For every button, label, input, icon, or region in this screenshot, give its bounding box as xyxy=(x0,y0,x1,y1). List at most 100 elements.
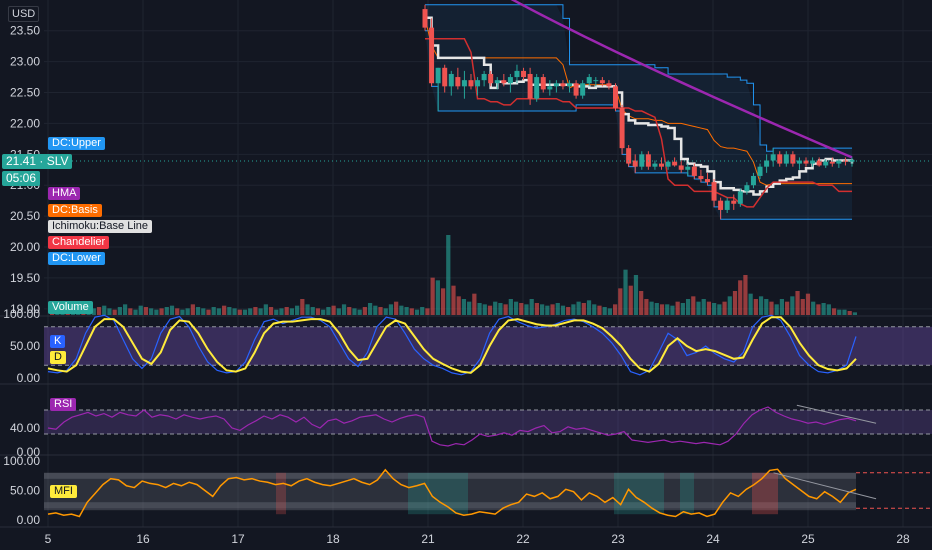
candle-body xyxy=(632,160,638,167)
x-tick-label: 16 xyxy=(136,532,150,546)
volume-bar xyxy=(748,293,753,315)
volume-bar xyxy=(404,307,409,315)
mfi-band xyxy=(44,472,856,509)
volume-bar xyxy=(743,275,748,315)
legend-hma[interactable]: HMA xyxy=(48,187,81,200)
volume-bar xyxy=(263,304,268,315)
candle-body xyxy=(461,80,467,87)
candle-body xyxy=(527,73,533,99)
volume-bar xyxy=(383,308,388,315)
volume-bar xyxy=(785,301,790,315)
volume-bar xyxy=(738,280,743,315)
volume-bar xyxy=(331,305,336,315)
volume-bar xyxy=(237,309,242,315)
volume-bar xyxy=(326,307,331,315)
volume-bar xyxy=(420,307,425,315)
legend-dc-upper[interactable]: DC:Upper xyxy=(48,137,105,150)
volume-bar xyxy=(607,308,612,315)
volume-bar xyxy=(216,308,222,315)
mfi-trendline xyxy=(773,472,877,500)
volume-bar xyxy=(284,307,289,315)
volume-bar xyxy=(722,301,727,315)
candle-body xyxy=(829,161,835,164)
volume-bar xyxy=(461,299,467,315)
legend-d[interactable]: D xyxy=(50,351,66,364)
volume-bar xyxy=(529,299,534,315)
x-tick-label: 28 xyxy=(896,532,910,546)
legend-chandelier[interactable]: Chandelier xyxy=(48,236,110,249)
legend-dc-lower[interactable]: DC:Lower xyxy=(48,252,105,265)
legend-k[interactable]: K xyxy=(50,335,66,348)
volume-bar xyxy=(295,305,300,315)
volume-bar xyxy=(795,291,800,315)
candle-body xyxy=(796,160,802,164)
x-tick-label: 25 xyxy=(801,532,815,546)
volume-bar xyxy=(305,304,310,315)
volume-bar xyxy=(175,308,180,315)
volume-bar xyxy=(352,308,357,315)
candle-body xyxy=(619,107,625,149)
candle-body xyxy=(783,154,789,164)
volume-bar xyxy=(321,309,326,315)
volume-bar xyxy=(753,299,758,315)
volume-bar xyxy=(394,301,399,315)
volume-bar xyxy=(373,305,378,315)
x-tick-label: 24 xyxy=(706,532,720,546)
x-tick-label: 18 xyxy=(326,532,340,546)
stoch-band xyxy=(44,326,932,366)
volume-bar xyxy=(242,309,248,315)
volume-bar xyxy=(555,303,560,315)
x-tick-label: 17 xyxy=(231,532,245,546)
volume-bar xyxy=(435,280,440,315)
legend-rsi[interactable]: RSI xyxy=(50,398,77,411)
volume-bar xyxy=(138,305,143,315)
price-tick-label: 23.00 xyxy=(10,55,40,69)
volume-bar xyxy=(816,304,821,315)
volume-bar xyxy=(758,296,764,315)
candle-body xyxy=(435,67,441,84)
volume-bar xyxy=(821,303,826,315)
volume-bar xyxy=(315,308,321,315)
volume-bar xyxy=(623,269,628,315)
volume-bar xyxy=(367,303,373,315)
candle-body xyxy=(810,160,816,164)
candle-body xyxy=(691,166,697,176)
mfi-line xyxy=(47,468,857,518)
volume-bar xyxy=(258,308,263,315)
volume-bar xyxy=(268,307,274,315)
volume-bar xyxy=(388,304,394,315)
chandelier-line xyxy=(425,38,852,208)
volume-bar xyxy=(300,299,305,315)
candle-body xyxy=(448,73,454,87)
volume-bar xyxy=(362,307,367,315)
volume-bar xyxy=(534,303,540,315)
hma-line xyxy=(510,0,853,159)
candle-body xyxy=(560,83,566,87)
volume-bar xyxy=(508,299,513,315)
candle-body xyxy=(481,73,487,81)
candle-body xyxy=(842,160,848,162)
legend-mfi[interactable]: MFI xyxy=(50,485,77,498)
legend-ichimoku[interactable]: Ichimoku:Base Line xyxy=(48,220,152,233)
mfi-top-band xyxy=(44,472,856,479)
mfi-tick-label: 0.00 xyxy=(17,513,41,527)
volume-bar xyxy=(477,303,482,315)
volume-bar xyxy=(685,299,691,315)
volume-bar xyxy=(706,301,712,315)
volume-bar xyxy=(274,309,279,315)
volume-bar xyxy=(347,307,352,315)
candle-body xyxy=(501,80,507,84)
volume-bar xyxy=(154,309,159,315)
legend-volume[interactable]: Volume xyxy=(48,301,93,314)
volume-bar xyxy=(206,309,211,315)
price-tick-label: 22.50 xyxy=(10,86,40,100)
volume-bar xyxy=(503,304,508,315)
volume-bar xyxy=(122,304,128,315)
rsi-tick-label: 40.00 xyxy=(10,421,40,435)
rsi-trendline xyxy=(796,404,877,424)
volume-bar xyxy=(581,303,586,315)
legend-dc-basis[interactable]: DC:Basis xyxy=(48,204,102,217)
volume-bar xyxy=(446,235,451,315)
candle-body xyxy=(488,73,494,84)
